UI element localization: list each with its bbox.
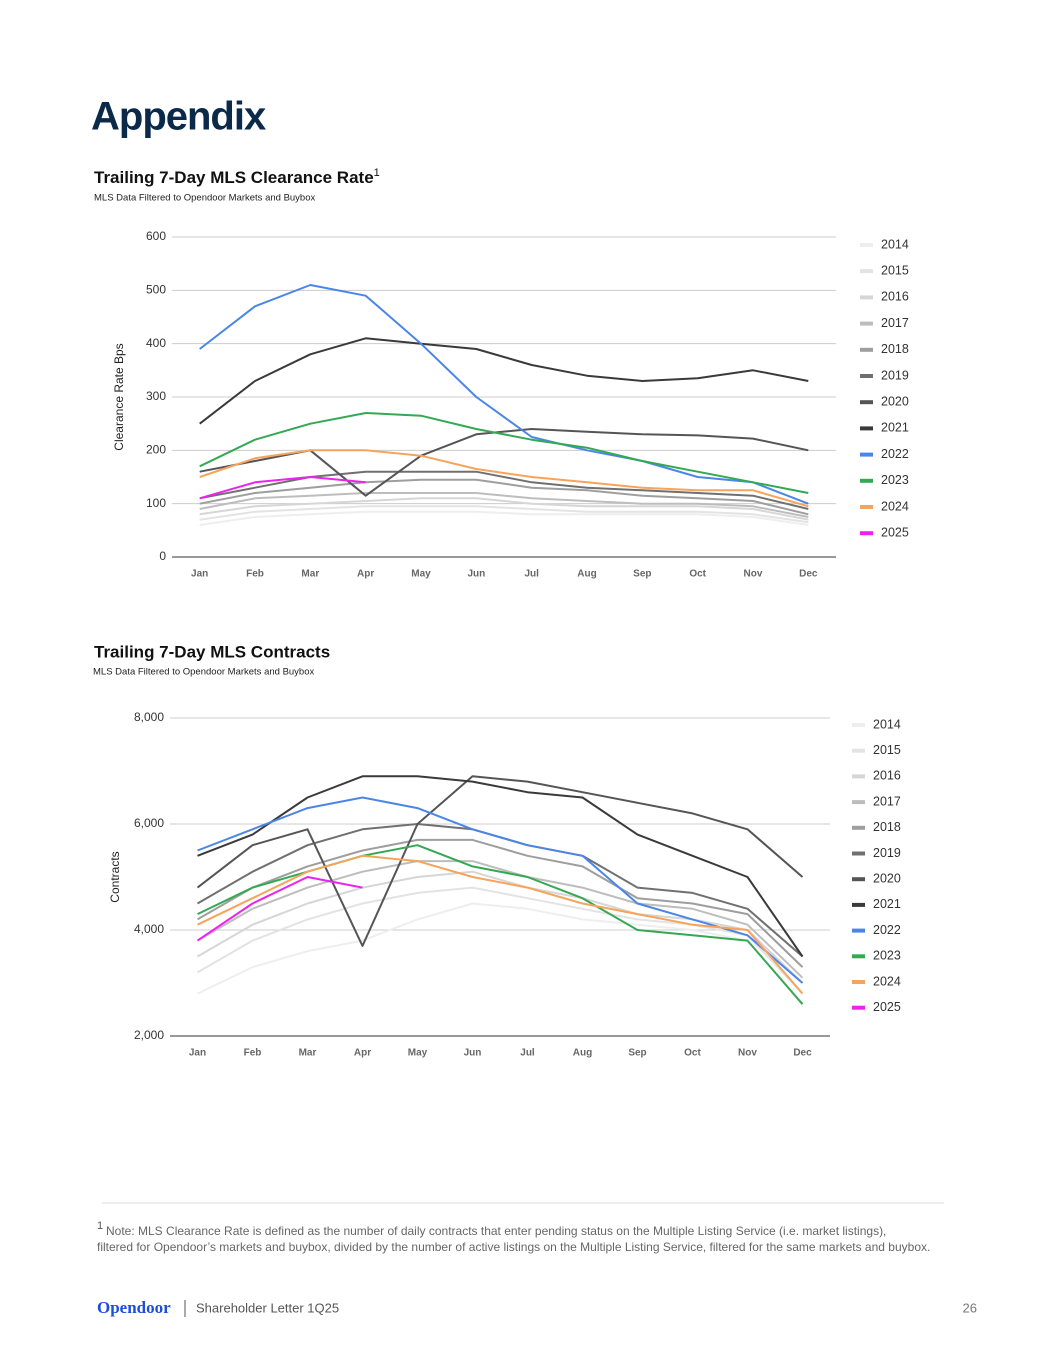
series-line (199, 449, 809, 508)
x-tick-label: Mar (301, 569, 319, 580)
series-line (199, 412, 809, 494)
legend-label: 2014 (873, 717, 901, 731)
x-tick-label: Jul (524, 569, 539, 580)
x-tick-label: Jan (189, 1048, 206, 1059)
footnote-line: Note: MLS Clearance Rate is defined as t… (106, 1224, 886, 1238)
page-number: 26 (963, 1300, 977, 1315)
x-tick-label: Aug (577, 569, 596, 580)
x-tick-label: Nov (744, 569, 763, 580)
footer-text: Shareholder Letter 1Q25 (196, 1300, 339, 1315)
series-line (199, 476, 366, 500)
chart-subtitle: MLS Data Filtered to Opendoor Markets an… (94, 193, 316, 204)
legend-label: 2023 (881, 473, 909, 487)
legend-label: 2024 (881, 499, 909, 513)
legend-label: 2023 (873, 949, 901, 963)
legend-label: 2017 (881, 316, 909, 330)
legend-label: 2021 (873, 897, 901, 911)
y-tick-label: 6,000 (134, 816, 164, 830)
x-tick-label: May (411, 569, 431, 580)
series-line (199, 510, 809, 526)
x-tick-label: May (408, 1048, 428, 1059)
series-line (199, 505, 809, 524)
page-title: Appendix (91, 95, 266, 139)
series-line (199, 492, 809, 518)
legend-label: 2015 (881, 263, 909, 277)
title-note: 1 (374, 167, 380, 179)
y-tick-label: 400 (146, 336, 166, 350)
footer-brand: Opendoor (97, 1298, 171, 1317)
legend-label: 2021 (881, 421, 909, 435)
y-tick-label: 0 (159, 549, 166, 563)
x-tick-label: Jun (464, 1048, 482, 1059)
legend-label: 2022 (881, 447, 909, 461)
legend-label: 2025 (873, 1000, 901, 1014)
series-line (196, 860, 804, 979)
y-tick-label: 200 (146, 443, 166, 457)
legend-label: 2016 (873, 769, 901, 783)
legend-label: 2020 (873, 871, 901, 885)
legend-label: 2015 (873, 743, 901, 757)
title-text: Trailing 7-Day MLS Clearance Rate (94, 168, 374, 187)
y-axis-label: Contracts (108, 851, 122, 902)
legend-label: 2016 (881, 290, 909, 304)
series-line (199, 337, 809, 425)
legend-label: 2024 (873, 974, 901, 988)
y-axis-label: Clearance Rate Bps (112, 343, 126, 450)
series-line (197, 844, 804, 1005)
y-tick-label: 4,000 (134, 922, 164, 936)
legend-label: 2020 (881, 394, 909, 408)
x-tick-label: Jun (467, 569, 485, 580)
series-line (199, 497, 809, 521)
x-tick-label: Jan (191, 569, 208, 580)
x-tick-label: Dec (799, 569, 818, 580)
x-tick-label: Apr (357, 569, 374, 580)
series-line (199, 428, 809, 497)
x-tick-label: Mar (299, 1048, 317, 1059)
series-line (196, 876, 363, 942)
series-line (196, 838, 804, 968)
x-tick-label: Nov (738, 1048, 757, 1059)
legend-label: 2019 (873, 846, 901, 860)
legend-label: 2014 (881, 237, 909, 251)
series-line (197, 902, 804, 1005)
x-tick-label: Feb (244, 1048, 262, 1059)
footnote-line: filtered for Opendoor’s markets and buyb… (97, 1240, 930, 1254)
footnote-marker: 1 (97, 1220, 103, 1232)
y-tick-label: 300 (146, 389, 166, 403)
legend-label: 2019 (881, 368, 909, 382)
x-tick-label: Oct (684, 1048, 701, 1059)
series-line (196, 775, 804, 947)
y-tick-label: 100 (146, 496, 166, 510)
x-tick-label: Sep (633, 569, 651, 580)
series-line (199, 478, 809, 516)
chart-title: Trailing 7-Day MLS Contracts (94, 642, 330, 661)
series-line (197, 775, 804, 958)
x-tick-label: Apr (354, 1048, 371, 1059)
y-tick-label: 500 (146, 283, 166, 297)
series-line (197, 796, 804, 984)
series-line (196, 886, 804, 995)
chart-title: Trailing 7-Day MLS Clearance Rate1 (94, 167, 380, 188)
legend-label: 2018 (881, 342, 909, 356)
legend-label: 2017 (873, 794, 901, 808)
x-tick-label: Aug (573, 1048, 592, 1059)
y-tick-label: 2,000 (134, 1028, 164, 1042)
x-tick-label: Oct (689, 569, 706, 580)
chart-subtitle: MLS Data Filtered to Opendoor Markets an… (93, 667, 315, 678)
y-tick-label: 600 (146, 229, 166, 243)
x-tick-label: Dec (793, 1048, 812, 1059)
legend-label: 2025 (881, 525, 909, 539)
x-tick-label: Sep (628, 1048, 646, 1059)
x-tick-label: Feb (246, 569, 264, 580)
legend-label: 2018 (873, 820, 901, 834)
y-tick-label: 8,000 (134, 710, 164, 724)
series-line (197, 854, 804, 995)
x-tick-label: Jul (520, 1048, 535, 1059)
legend-label: 2022 (873, 923, 901, 937)
series-line (199, 284, 809, 505)
